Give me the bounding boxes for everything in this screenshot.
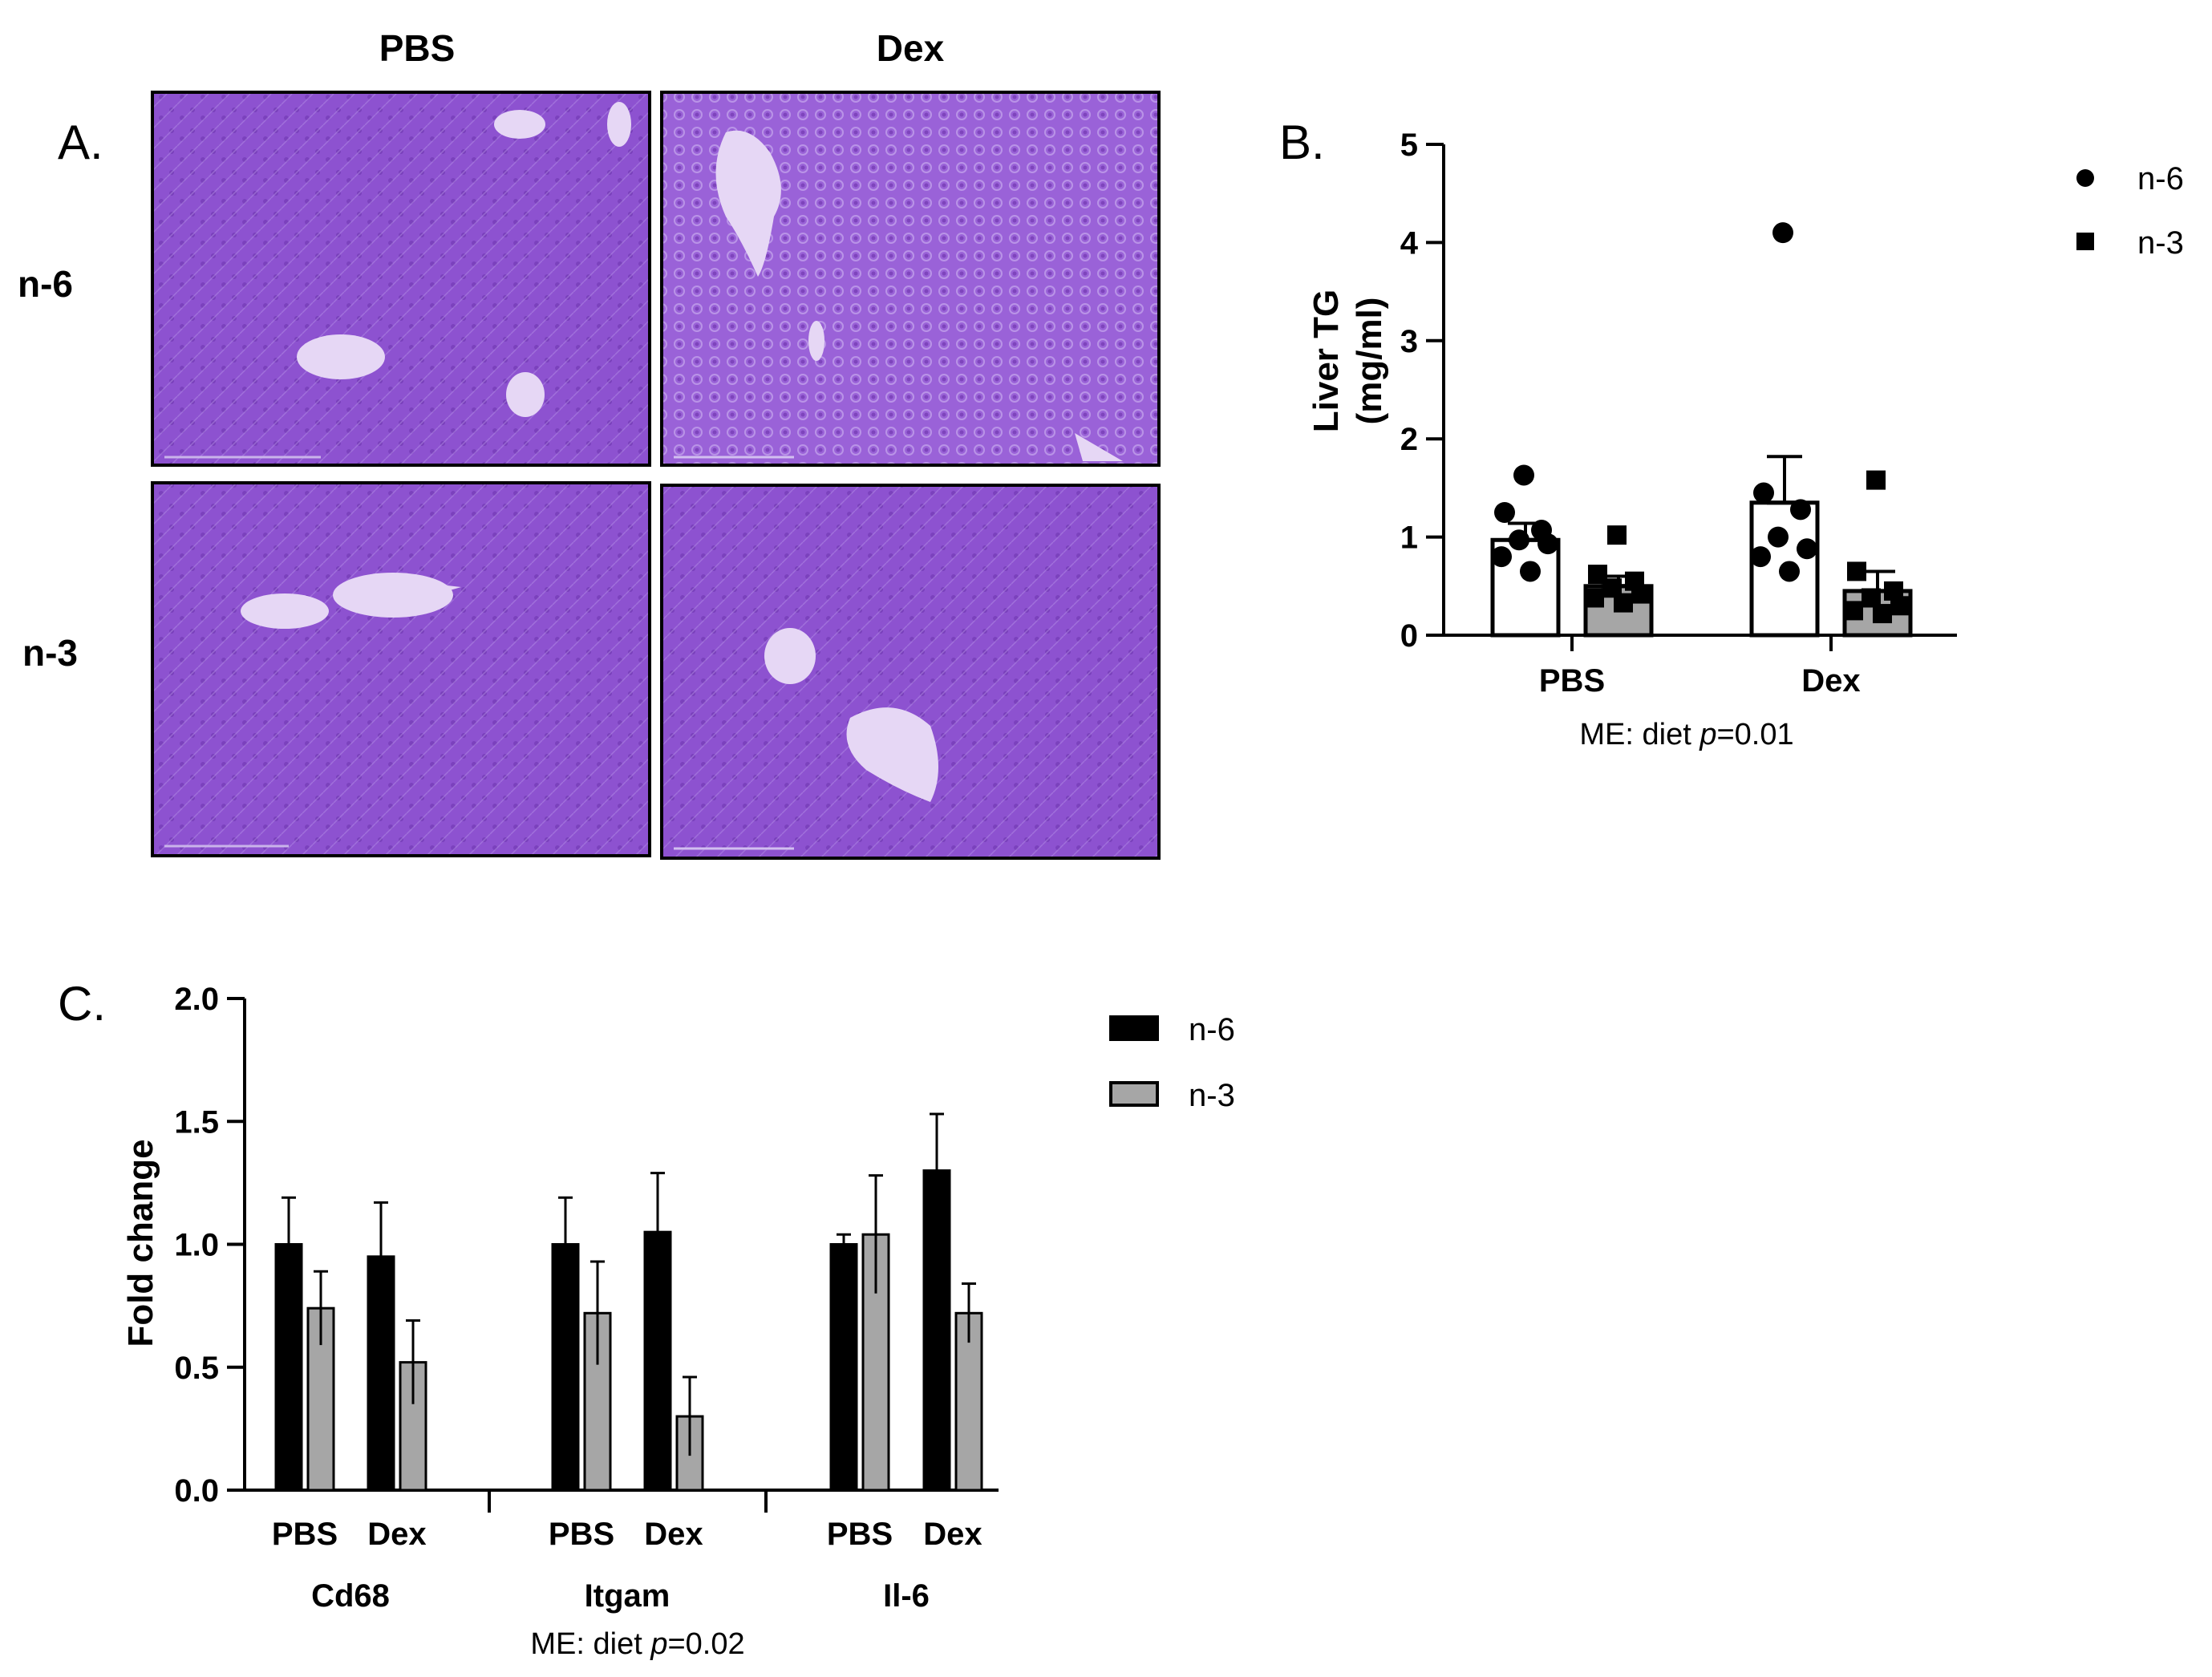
chart-b-point-n6 [1509, 529, 1529, 551]
chart-c-annotation-suffix: =0.02 [667, 1627, 744, 1661]
chart-b-ytick-label: 4 [1400, 225, 1419, 261]
micrograph-n3-pbs [151, 481, 651, 857]
chart-b-point-n3 [1585, 588, 1604, 608]
chart-b-point-n6 [1768, 526, 1789, 548]
chart-c-ytick-label: 0.0 [174, 1473, 219, 1509]
chart-c-group-label: Il-6 [883, 1578, 930, 1614]
micrograph-n6-pbs [151, 91, 651, 467]
chart-c-subcategory-label: PBS [827, 1517, 893, 1552]
chart-b-ylabel-line1: Liver TG [1307, 290, 1346, 433]
chart-c-subcategory-label: Dex [644, 1517, 703, 1552]
chart-c-group-label: Cd68 [311, 1578, 390, 1614]
chart-b-legend: n-6 n-3 [2076, 161, 2184, 261]
chart-b-point-n6 [1491, 546, 1512, 568]
chart-b-point-n6 [1779, 561, 1800, 582]
chart-c-bar [643, 1230, 672, 1492]
chart-b-category-label: Dex [1801, 663, 1860, 699]
chart-c-ylabel: Fold change [121, 1139, 160, 1347]
chart-b-legend-n6: n-6 [2137, 161, 2184, 196]
chart-b-ytick-label: 3 [1400, 324, 1418, 359]
chart-b-point-n6 [1797, 538, 1817, 560]
chart-b-liver-tg: Liver TG (mg/ml) ME: diet p=0.01 n-6 n-3… [1307, 128, 2184, 751]
column-header-dex: Dex [877, 27, 945, 69]
micrograph-n3-dex [660, 484, 1161, 860]
legend-n3-swatch [1109, 1081, 1159, 1107]
chart-c-annotation-italic: p [650, 1627, 667, 1661]
chart-b-legend-n3: n-3 [2137, 225, 2184, 261]
chart-c-bar [551, 1243, 580, 1492]
chart-b-ytick-label: 0 [1400, 618, 1418, 654]
panel-label-b: B. [1279, 115, 1325, 169]
chart-b-annotation-prefix: ME: diet [1579, 718, 1700, 751]
chart-b-annotation-suffix: =0.01 [1716, 718, 1793, 751]
chart-c-legend-n6: n-6 [1189, 1012, 1235, 1047]
chart-b-point-n3 [1614, 593, 1633, 613]
chart-c-bar [367, 1255, 395, 1492]
chart-c-ytick-label: 2.0 [174, 982, 219, 1017]
chart-b-point-n3 [1631, 584, 1651, 604]
chart-c-annotation-prefix: ME: diet [530, 1627, 650, 1661]
chart-b-point-n3 [1890, 596, 1910, 616]
chart-c-ytick-label: 0.5 [174, 1351, 219, 1386]
chart-b-category-label: PBS [1539, 663, 1605, 699]
chart-b-point-n6 [1772, 222, 1793, 244]
chart-c-ytick-label: 1.5 [174, 1104, 219, 1140]
chart-b-point-n6 [1753, 482, 1774, 504]
chart-c-ytick-label: 1.0 [174, 1228, 219, 1263]
chart-b-ytick-label: 1 [1400, 521, 1418, 556]
chart-c-bar [922, 1169, 951, 1492]
chart-c-subcategory-label: PBS [272, 1517, 338, 1552]
chart-b-point-n6 [1520, 561, 1541, 582]
chart-b-point-n6 [1537, 533, 1558, 555]
chart-c-subcategory-label: PBS [549, 1517, 614, 1552]
column-header-pbs: PBS [379, 27, 456, 69]
micrograph-n6-dex [660, 91, 1161, 467]
chart-c-legend-n3: n-3 [1189, 1078, 1235, 1113]
chart-c-group-label: Itgam [585, 1578, 670, 1614]
chart-c-annotation: ME: diet p=0.02 [530, 1627, 744, 1661]
chart-c-subcategory-label: Dex [367, 1517, 426, 1552]
chart-b-annotation-italic: p [1699, 718, 1716, 751]
chart-b-point-n3 [1844, 601, 1863, 621]
chart-c-subcategory-label: Dex [923, 1517, 982, 1552]
chart-b-ytick-label: 5 [1400, 128, 1418, 163]
chart-c-bar [829, 1243, 858, 1492]
chart-c-legend: n-6 n-3 [1109, 1012, 1235, 1113]
legend-n6-circle-marker [2076, 169, 2094, 187]
chart-b-point-n6 [1790, 499, 1811, 521]
chart-b-point-n3 [1607, 525, 1627, 545]
panel-label-a: A. [58, 115, 103, 169]
chart-b-point-n3 [1866, 470, 1886, 490]
chart-b-ytick-label: 2 [1400, 422, 1418, 457]
chart-b-point-n3 [1847, 561, 1866, 581]
legend-n3-square-marker [2076, 233, 2094, 250]
chart-c-bar [274, 1243, 303, 1492]
row-header-n3: n-3 [22, 632, 78, 674]
row-header-n6: n-6 [18, 263, 73, 305]
chart-b-annotation: ME: diet p=0.01 [1579, 718, 1793, 751]
chart-c-fold-change: Fold change ME: diet p=0.02 n-6 n-3 0.0 0… [121, 982, 1235, 1661]
chart-b-point-n6 [1494, 502, 1515, 523]
panel-label-c: C. [58, 977, 106, 1031]
chart-b-point-n3 [1873, 604, 1892, 624]
chart-b-point-n6 [1513, 464, 1534, 486]
chart-b-point-n6 [1750, 546, 1771, 568]
chart-b-ylabel-line2: (mg/ml) [1350, 298, 1389, 425]
legend-n6-swatch [1109, 1015, 1159, 1041]
